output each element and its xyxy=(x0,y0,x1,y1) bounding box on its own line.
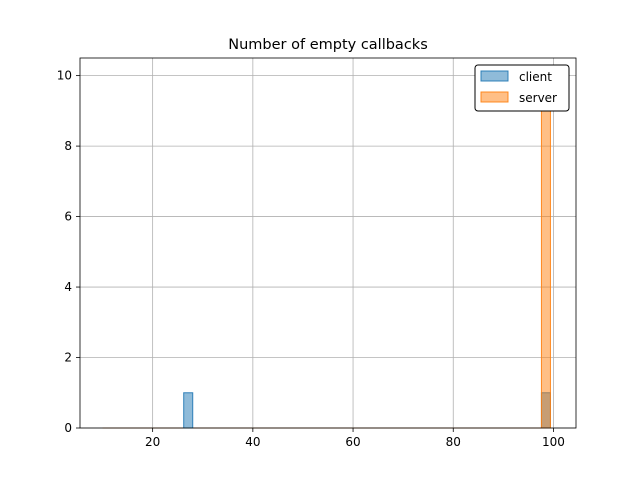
legend-label-client: client xyxy=(519,70,552,84)
x-tick-label: 100 xyxy=(542,435,565,449)
y-tick-label: 0 xyxy=(64,421,72,435)
axis-ticks: 20 40 60 80 100 0 2 4 6 8 10 xyxy=(57,69,565,449)
y-tick-label: 2 xyxy=(64,351,72,365)
plot-frame xyxy=(79,57,577,429)
chart-title: Number of empty callbacks xyxy=(228,37,428,53)
bar-server xyxy=(540,75,551,429)
legend-swatch-client xyxy=(480,70,509,82)
legend-label-server: server xyxy=(519,91,557,105)
legend-swatch-server xyxy=(480,91,509,103)
legend: client server xyxy=(474,64,570,112)
y-tick-label: 8 xyxy=(64,139,72,153)
y-tick-label: 6 xyxy=(64,210,72,224)
x-tick-label: 20 xyxy=(145,435,160,449)
y-tick-label: 10 xyxy=(57,69,72,83)
x-tick-label: 40 xyxy=(245,435,260,449)
y-tick-label: 4 xyxy=(64,280,72,294)
x-tick-label: 60 xyxy=(345,435,360,449)
plot-area xyxy=(80,58,576,428)
x-tick-label: 80 xyxy=(446,435,461,449)
bar-client xyxy=(183,392,194,429)
